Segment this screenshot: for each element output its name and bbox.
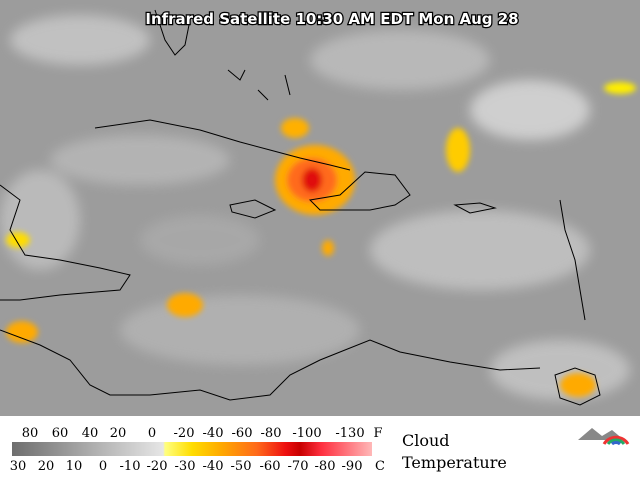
fahrenheit-label: -20	[174, 426, 195, 441]
fahrenheit-label: -100	[292, 426, 321, 441]
celsius-label: -50	[231, 459, 252, 474]
celsius-label: -20	[147, 459, 168, 474]
celsius-label: 20	[38, 459, 55, 474]
celsius-label: -80	[315, 459, 336, 474]
fahrenheit-label: -80	[261, 426, 282, 441]
fahrenheit-label: -130	[335, 426, 364, 441]
fahrenheit-label: 40	[82, 426, 99, 441]
fahrenheit-unit: F	[373, 426, 382, 441]
celsius-label: -40	[203, 459, 224, 474]
fahrenheit-label: 60	[52, 426, 69, 441]
celsius-label: -30	[175, 459, 196, 474]
celsius-label: 30	[10, 459, 27, 474]
title: Infrared Satellite 10:30 AM EDT Mon Aug …	[145, 10, 518, 28]
celsius-label: -60	[260, 459, 281, 474]
fahrenheit-label: -40	[203, 426, 224, 441]
legend-caption: Cloud	[402, 431, 450, 450]
satellite-map	[0, 0, 640, 416]
legend-caption: Temperature	[402, 453, 507, 472]
celsius-label: -10	[120, 459, 141, 474]
celsius-label: -70	[288, 459, 309, 474]
fahrenheit-label: 0	[148, 426, 156, 441]
color-scale	[12, 442, 372, 456]
celsius-label: 10	[66, 459, 83, 474]
fahrenheit-label: 80	[22, 426, 39, 441]
celsius-label: 0	[99, 459, 107, 474]
celsius-unit: C	[375, 459, 385, 474]
celsius-label: -90	[342, 459, 363, 474]
fahrenheit-label: -60	[232, 426, 253, 441]
fahrenheit-label: 20	[110, 426, 127, 441]
logo	[578, 428, 630, 446]
legend: 80 60 40 20 0 -20 -40 -60 -80 -100 -130 F 30 20 10 0 -1…	[10, 426, 630, 474]
